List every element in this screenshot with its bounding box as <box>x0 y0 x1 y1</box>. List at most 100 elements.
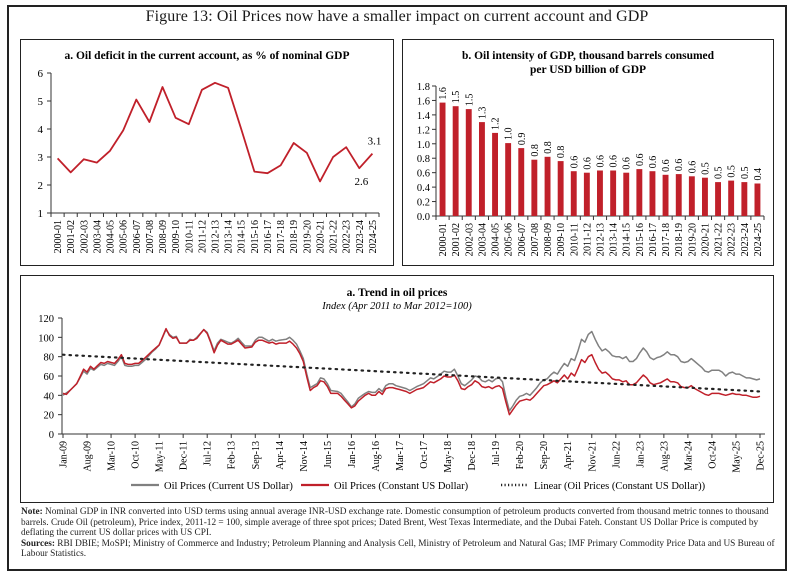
x-tick-label: May-25 <box>731 441 742 473</box>
bar-data-label: 0.6 <box>687 161 698 174</box>
chart-subtitle: Index (Apr 2011 to Mar 2012=100) <box>321 301 472 312</box>
y-tick-label: 80 <box>44 353 55 364</box>
sources-text: RBI DBIE; MoSPI; Ministry of Commerce an… <box>21 538 775 560</box>
y-tick-label: 40 <box>44 391 55 402</box>
x-tick-label: 2002-03 <box>464 223 475 256</box>
bar-data-label: 0.6 <box>609 155 620 168</box>
legend-constant-usd: Oil Prices (Constant US Dollar) <box>301 481 469 492</box>
chart-title-line-1: b. Oil intensity of GDP, thousand barrel… <box>462 50 715 62</box>
bar-data-label: 0.5 <box>714 167 725 180</box>
x-tick-label: 2009-10 <box>171 220 182 253</box>
x-tick-label: 2007-08 <box>530 223 541 256</box>
x-tick-label: 2020-21 <box>700 223 711 256</box>
bar-data-label: 1.6 <box>438 87 449 100</box>
chart-title: a. Oil deficit in the current account, a… <box>64 50 349 62</box>
x-tick-label: 2001-02 <box>451 223 462 256</box>
y-tick-label: 100 <box>38 333 54 344</box>
x-tick-label: 2014-15 <box>237 220 248 253</box>
x-tick-label: Dec-25 <box>756 441 767 470</box>
x-tick-label: 2019-20 <box>302 220 313 253</box>
bar-data-label: 1.3 <box>477 107 488 120</box>
y-tick-label: 1.6 <box>417 96 430 107</box>
x-tick-label: 2002-03 <box>79 220 90 253</box>
bar-data-label: 0.6 <box>635 154 646 167</box>
x-tick-label: May-18 <box>443 441 454 473</box>
bar <box>544 156 551 216</box>
x-tick-label: 2006-07 <box>517 223 528 256</box>
x-tick-label: Jan-23 <box>635 441 646 468</box>
bar-data-label: 1.5 <box>464 94 475 107</box>
bar <box>452 106 459 216</box>
x-tick-label: Jan-16 <box>347 441 358 468</box>
x-tick-label: Nov-21 <box>587 441 598 472</box>
x-tick-label: 2008-09 <box>158 220 169 253</box>
bar <box>675 174 682 216</box>
bar <box>715 182 721 216</box>
y-tick-label: 1.2 <box>417 125 430 136</box>
bar <box>570 171 577 216</box>
x-tick-label: Mar-24 <box>683 441 694 471</box>
bar <box>465 109 472 216</box>
sources-paragraph: Sources: RBI DBIE; MoSPI; Ministry of Co… <box>21 539 781 560</box>
bar <box>505 143 512 216</box>
linear-trend-line <box>61 353 762 393</box>
x-tick-label: Apr-14 <box>275 441 286 470</box>
bar <box>623 172 630 216</box>
x-tick-label: 2004-05 <box>491 223 502 256</box>
y-tick-label: 60 <box>44 372 55 383</box>
panel-oil-deficit: a. Oil deficit in the current account, a… <box>20 39 394 266</box>
bar-data-label: 0.5 <box>727 165 738 178</box>
panel-oil-price-trend: a. Trend in oil prices Index (Apr 2011 to… <box>20 275 774 503</box>
bar <box>557 161 564 216</box>
constant-usd-line <box>62 327 761 416</box>
bar-data-label: 0.9 <box>517 133 528 146</box>
y-tick-label: 2 <box>38 180 44 192</box>
bar-data-label: 1.0 <box>504 128 515 141</box>
bar <box>741 182 748 216</box>
y-tick-label: 0.8 <box>417 154 430 165</box>
x-tick-label: May-11 <box>155 441 166 472</box>
bar <box>518 148 525 216</box>
bar-data-label: 0.6 <box>582 157 593 170</box>
x-tick-label: Oct-10 <box>131 441 142 469</box>
x-tick-label: 2021-22 <box>329 220 340 253</box>
bar-data-label: 0.6 <box>661 159 672 172</box>
x-tick-label: 2015-16 <box>250 220 261 253</box>
y-tick-label: 1.8 <box>417 82 430 93</box>
x-tick-label: Mar-17 <box>395 441 406 471</box>
x-tick-label: 2023-24 <box>740 223 751 256</box>
oil-deficit-chart: a. Oil deficit in the current account, a… <box>38 50 382 253</box>
x-tick-label: 2016-17 <box>648 223 659 256</box>
bar <box>610 170 617 216</box>
y-tick-label: 1.4 <box>417 111 431 122</box>
y-tick-label: 0 <box>49 430 54 441</box>
bar-data-label: 0.4 <box>753 168 764 181</box>
bar-data-label: 0.6 <box>648 156 659 169</box>
bar <box>492 132 498 216</box>
bar-data-label: 0.6 <box>569 156 580 169</box>
note-text: Nominal GDP in INR converted into USD te… <box>21 507 769 539</box>
figure-frame <box>7 5 787 571</box>
y-tick-label: 0.6 <box>417 169 430 180</box>
chart-title-line-2: per USD billion of GDP <box>530 64 646 76</box>
x-tick-label: 2022-23 <box>727 223 738 256</box>
note-label: Note: <box>21 507 43 517</box>
x-tick-label: Sep-20 <box>539 441 550 469</box>
y-tick-label: 4 <box>38 124 44 136</box>
x-tick-label: Jun-15 <box>323 441 334 468</box>
x-tick-label: 2024-25 <box>368 220 379 253</box>
bar <box>583 172 590 216</box>
data-label: 2.6 <box>354 176 368 188</box>
bar <box>597 170 603 216</box>
bar <box>531 159 538 216</box>
bar <box>754 183 761 216</box>
bar-data-label: 0.8 <box>530 144 541 157</box>
x-tick-label: Dec-18 <box>467 441 478 470</box>
legend-linear-trend: Linear (Oil Prices (Constant US Dollar)) <box>501 481 706 492</box>
bar-data-label: 0.5 <box>740 167 751 180</box>
note-paragraph: Note: Nominal GDP in INR converted into … <box>21 507 781 539</box>
x-tick-label: Nov-14 <box>299 441 310 472</box>
bar-data-label: 0.6 <box>622 157 633 170</box>
x-tick-label: Feb-13 <box>227 441 238 469</box>
x-tick-label: 2021-22 <box>714 223 725 256</box>
